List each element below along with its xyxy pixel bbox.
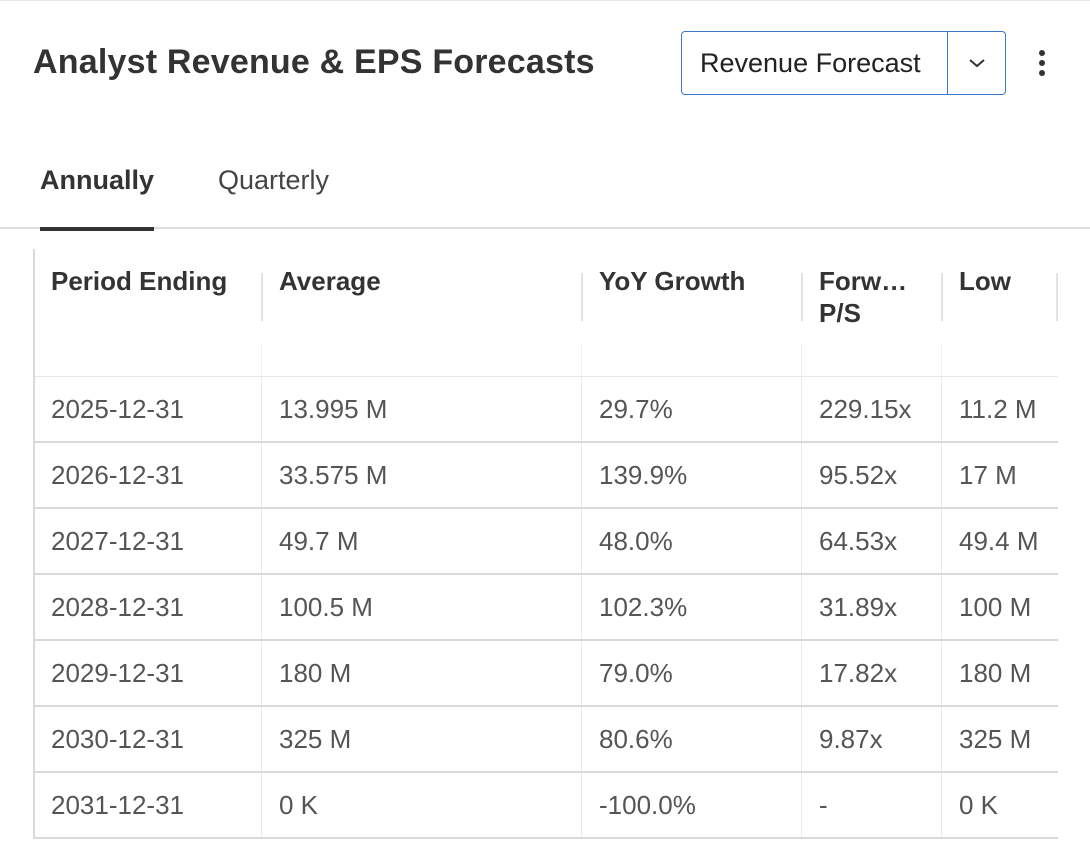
cell-yoy: 29.7% xyxy=(599,393,673,424)
table-body: 2025-12-31 13.995 M 29.7% 229.15x 11.2 M… xyxy=(35,377,1058,839)
cell-low: 49.4 M xyxy=(959,525,1039,556)
table-row: 2031-12-31 0 K -100.0% - 0 K xyxy=(35,773,1058,839)
header-period-ending[interactable]: Period Ending xyxy=(51,266,228,296)
cell-low: 180 M xyxy=(959,657,1032,688)
cell-low: 325 M xyxy=(959,723,1032,754)
chevron-down-icon xyxy=(968,59,985,68)
table-spacer-row xyxy=(35,343,1058,377)
cell-forward-ps: - xyxy=(819,789,828,820)
cell-low: 0 K xyxy=(959,789,999,820)
dropdown-selected-value[interactable]: Revenue Forecast xyxy=(700,47,921,78)
table-row: 2028-12-31 100.5 M 102.3% 31.89x 100 M xyxy=(35,575,1058,641)
cell-average: 49.7 M xyxy=(279,525,359,556)
header-low[interactable]: Low xyxy=(959,266,1011,296)
cell-period: 2027-12-31 xyxy=(51,525,184,556)
card-title: Analyst Revenue & EPS Forecasts xyxy=(33,43,595,81)
cell-average: 180 M xyxy=(279,657,352,688)
cell-period: 2025-12-31 xyxy=(51,393,184,424)
table-row: 2030-12-31 325 M 80.6% 9.87x 325 M xyxy=(35,707,1058,773)
cell-forward-ps: 17.82x xyxy=(819,657,898,688)
cell-low: 11.2 M xyxy=(959,393,1037,424)
period-tabs: Annually Quarterly xyxy=(0,141,1090,231)
cell-low: 17 M xyxy=(959,459,1017,490)
header-forward-ps[interactable]: Forw… P/S xyxy=(819,265,907,329)
more-options-button[interactable] xyxy=(1026,45,1058,81)
cell-yoy: -100.0% xyxy=(599,789,696,820)
cell-yoy: 102.3% xyxy=(599,591,688,622)
cell-period: 2030-12-31 xyxy=(51,723,184,754)
cell-average: 100.5 M xyxy=(279,591,373,622)
table-header-row: Period Ending Average YoY Growth Forw… P… xyxy=(35,249,1058,343)
cell-period: 2026-12-31 xyxy=(51,459,184,490)
header-separator[interactable] xyxy=(581,273,583,321)
forecast-table: Period Ending Average YoY Growth Forw… P… xyxy=(33,249,1058,839)
tab-annually[interactable]: Annually xyxy=(40,165,155,231)
tab-quarterly[interactable]: Quarterly xyxy=(218,165,330,195)
cell-average: 0 K xyxy=(279,789,319,820)
cell-forward-ps: 95.52x xyxy=(819,459,898,490)
header-average[interactable]: Average xyxy=(279,266,381,296)
header-yoy-growth[interactable]: YoY Growth xyxy=(599,266,746,296)
table-row: 2026-12-31 33.575 M 139.9% 95.52x 17 M xyxy=(35,443,1058,509)
cell-period: 2031-12-31 xyxy=(51,789,184,820)
table-row: 2025-12-31 13.995 M 29.7% 229.15x 11.2 M xyxy=(35,377,1058,443)
vertical-dots-icon xyxy=(1039,50,1045,76)
header-forward-line1: Forw… xyxy=(819,266,908,296)
header-separator[interactable] xyxy=(941,273,943,321)
dropdown-toggle-button[interactable] xyxy=(947,32,1005,94)
cell-low: 100 M xyxy=(959,591,1032,622)
cell-yoy: 48.0% xyxy=(599,525,673,556)
forecast-type-dropdown[interactable]: Revenue Forecast xyxy=(681,31,1006,95)
cell-yoy: 139.9% xyxy=(599,459,688,490)
cell-yoy: 80.6% xyxy=(599,723,673,754)
cell-forward-ps: 229.15x xyxy=(819,393,912,424)
header-separator[interactable] xyxy=(1056,273,1058,321)
header-forward-line2: P/S xyxy=(819,298,861,328)
header-separator[interactable] xyxy=(261,273,263,321)
cell-forward-ps: 9.87x xyxy=(819,723,883,754)
cell-forward-ps: 64.53x xyxy=(819,525,898,556)
cell-average: 325 M xyxy=(279,723,352,754)
table-row: 2027-12-31 49.7 M 48.0% 64.53x 49.4 M xyxy=(35,509,1058,575)
cell-forward-ps: 31.89x xyxy=(819,591,898,622)
cell-average: 13.995 M xyxy=(279,393,388,424)
cell-period: 2029-12-31 xyxy=(51,657,184,688)
header-separator[interactable] xyxy=(801,273,803,321)
cell-average: 33.575 M xyxy=(279,459,388,490)
cell-yoy: 79.0% xyxy=(599,657,673,688)
cell-period: 2028-12-31 xyxy=(51,591,184,622)
table-row: 2029-12-31 180 M 79.0% 17.82x 180 M xyxy=(35,641,1058,707)
